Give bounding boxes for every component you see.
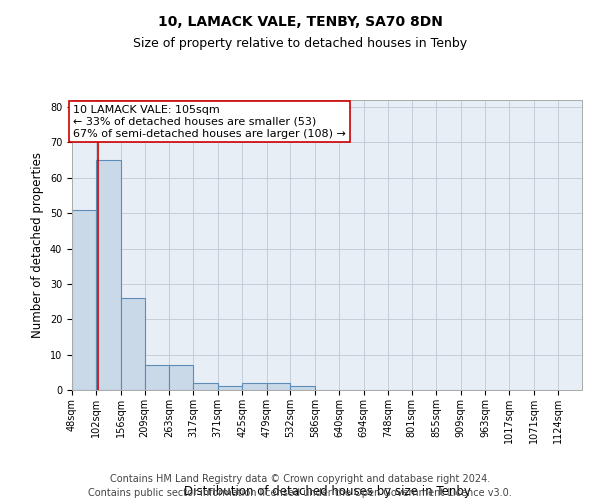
Bar — [97, 160, 121, 390]
Bar — [193, 383, 218, 390]
Text: Size of property relative to detached houses in Tenby: Size of property relative to detached ho… — [133, 38, 467, 51]
Bar — [242, 383, 266, 390]
X-axis label: Distribution of detached houses by size in Tenby: Distribution of detached houses by size … — [184, 484, 470, 498]
Bar — [266, 383, 290, 390]
Bar — [121, 298, 145, 390]
Bar — [290, 386, 315, 390]
Y-axis label: Number of detached properties: Number of detached properties — [31, 152, 44, 338]
Text: 10, LAMACK VALE, TENBY, SA70 8DN: 10, LAMACK VALE, TENBY, SA70 8DN — [158, 15, 442, 29]
Bar — [218, 386, 242, 390]
Bar — [169, 365, 193, 390]
Text: Contains HM Land Registry data © Crown copyright and database right 2024.
Contai: Contains HM Land Registry data © Crown c… — [88, 474, 512, 498]
Bar — [72, 210, 97, 390]
Text: 10 LAMACK VALE: 105sqm
← 33% of detached houses are smaller (53)
67% of semi-det: 10 LAMACK VALE: 105sqm ← 33% of detached… — [73, 106, 346, 138]
Bar — [145, 365, 169, 390]
